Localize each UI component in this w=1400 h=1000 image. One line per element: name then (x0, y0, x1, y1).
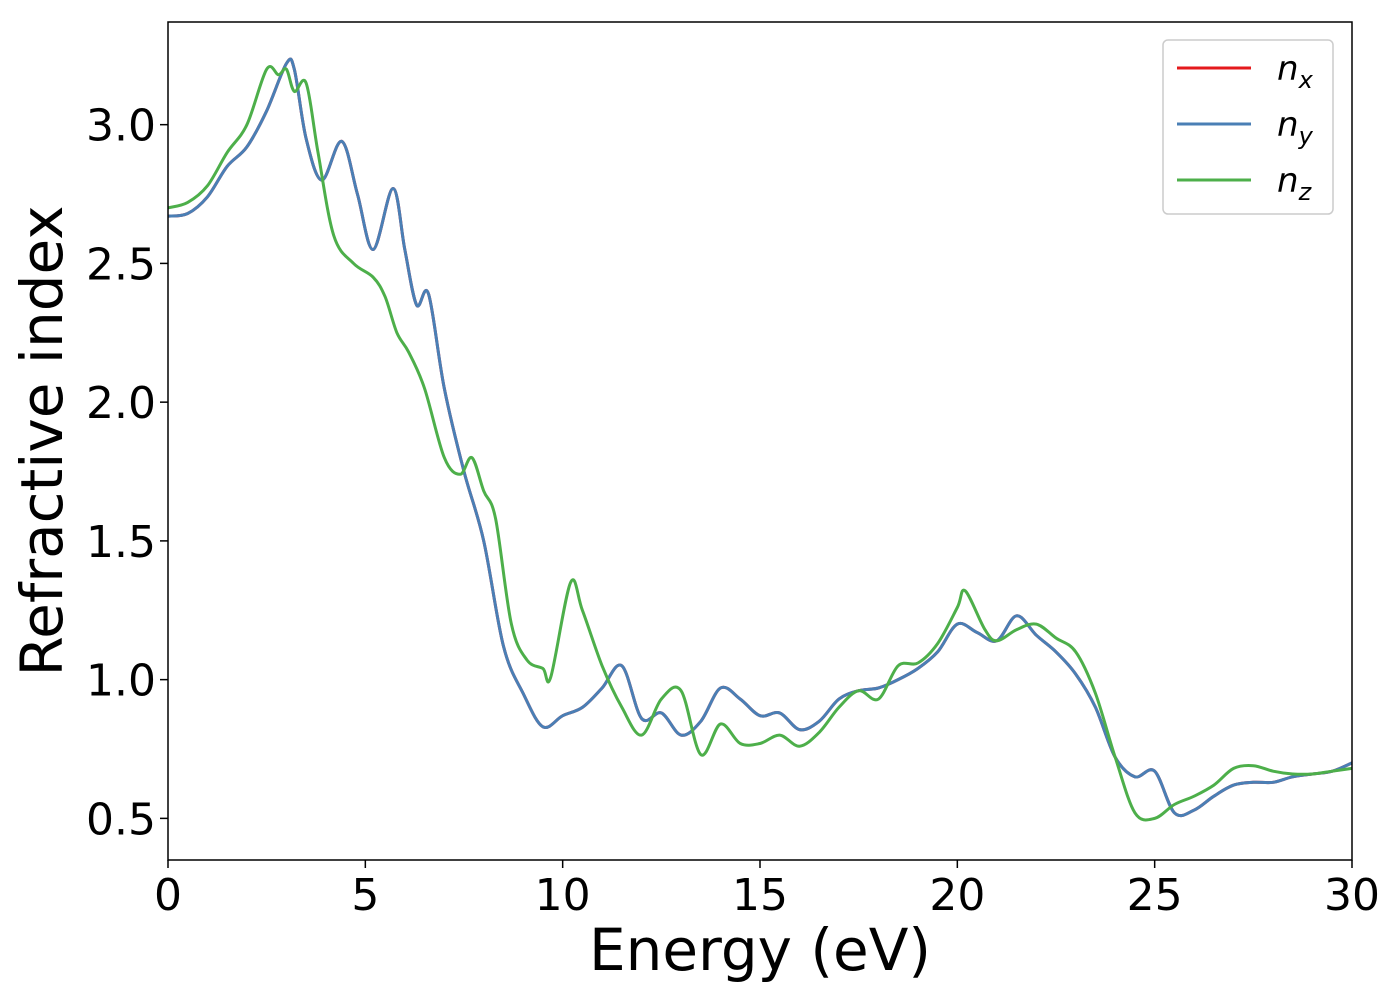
x-tick-label: 10 (535, 870, 591, 921)
y-tick-label: 2.0 (86, 378, 156, 429)
x-tick-label: 5 (351, 870, 379, 921)
series-line-y (167, 57, 1353, 818)
y-tick-label: 1.5 (86, 517, 156, 568)
legend-box (1162, 39, 1334, 215)
x-tick-label: 15 (732, 870, 788, 921)
x-tick-label: 20 (929, 870, 985, 921)
series-line-z (167, 65, 1353, 822)
series-layer (167, 57, 1353, 822)
y-tick-label: 1.0 (86, 656, 156, 707)
x-tick-label: 25 (1127, 870, 1183, 921)
y-tick-label: 2.5 (86, 239, 156, 290)
x-axis-title: Energy (eV) (589, 916, 931, 984)
legend: nx ny nz (1162, 39, 1334, 215)
y-axis-title: Refractive index (8, 205, 76, 676)
legend-label-y: ny (1277, 105, 1314, 150)
legend-label-z: nz (1277, 161, 1313, 206)
y-axis: 0.5 1.0 1.5 2.0 2.5 3.0 (86, 101, 168, 845)
y-tick-label: 3.0 (86, 101, 156, 152)
legend-label-x: nx (1277, 49, 1314, 94)
y-tick-label: 0.5 (86, 794, 156, 845)
x-axis: 0 5 10 15 20 25 30 (154, 860, 1380, 921)
x-tick-label: 30 (1324, 870, 1380, 921)
x-tick-label: 0 (154, 870, 182, 921)
